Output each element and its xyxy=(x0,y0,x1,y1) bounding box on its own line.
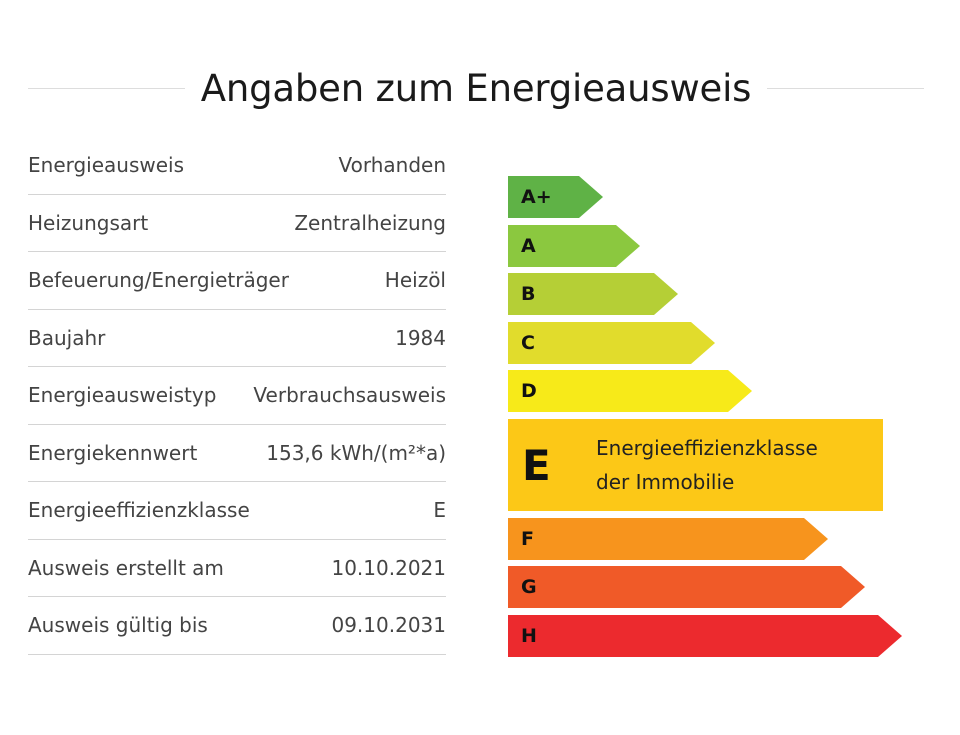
row-value: 153,6 kWh/(m²*a) xyxy=(266,440,446,465)
row-value: Verbrauchsausweis xyxy=(253,383,446,408)
class-bar-h: H xyxy=(508,615,902,657)
row-value: 1984 xyxy=(395,325,446,350)
caption-line-2: der Immobilie xyxy=(596,470,735,494)
row-label: Baujahr xyxy=(28,325,106,350)
row-label: Energieausweistyp xyxy=(28,383,217,408)
class-bar-e-current: E Energieeffizienzklasse der Immobilie xyxy=(508,419,883,511)
page-title: Angaben zum Energieausweis xyxy=(200,66,752,110)
class-bar-a: A xyxy=(508,225,640,267)
table-row: Energiekennwert 153,6 kWh/(m²*a) xyxy=(28,425,446,482)
current-class-caption: Energieeffizienzklasse der Immobilie xyxy=(596,431,818,499)
table-row: Heizungsart Zentralheizung xyxy=(28,195,446,252)
table-row: Energieausweistyp Verbrauchsausweis xyxy=(28,367,446,425)
row-label: Befeuerung/Energieträger xyxy=(28,268,289,293)
table-row: Ausweis erstellt am 10.10.2021 xyxy=(28,540,446,597)
class-bar-b: B xyxy=(508,273,678,315)
row-label: Energiekennwert xyxy=(28,440,198,465)
row-label: Ausweis gültig bis xyxy=(28,613,208,638)
row-value: 09.10.2031 xyxy=(331,613,446,638)
class-bar-f: F xyxy=(508,518,828,560)
row-label: Ausweis erstellt am xyxy=(28,555,224,580)
row-value: Heizöl xyxy=(384,268,446,293)
table-row: Befeuerung/Energieträger Heizöl xyxy=(28,252,446,310)
table-row: Ausweis gültig bis 09.10.2031 xyxy=(28,597,446,655)
table-row: Baujahr 1984 xyxy=(28,310,446,367)
row-value: 10.10.2021 xyxy=(331,555,446,580)
header-rule-right xyxy=(767,87,924,89)
table-row: Energieeffizienzklasse E xyxy=(28,482,446,540)
caption-line-1: Energieeffizienzklasse xyxy=(596,436,818,460)
class-bar-d: D xyxy=(508,370,752,412)
row-value: Vorhanden xyxy=(338,153,446,178)
header: Angaben zum Energieausweis xyxy=(28,62,924,114)
class-bar-c: C xyxy=(508,322,715,364)
table-row: Energieausweis Vorhanden xyxy=(28,137,446,195)
header-rule-left xyxy=(28,87,185,89)
row-label: Energieeffizienzklasse xyxy=(28,498,250,523)
row-value: Zentralheizung xyxy=(294,210,446,235)
row-value: E xyxy=(433,498,446,523)
row-label: Energieausweis xyxy=(28,153,185,178)
current-class-letter: E xyxy=(522,440,551,490)
row-label: Heizungsart xyxy=(28,210,149,235)
details-table: Energieausweis Vorhanden Heizungsart Zen… xyxy=(28,137,446,655)
class-bar-g: G xyxy=(508,566,865,608)
class-bar-a-plus: A+ xyxy=(508,176,603,218)
